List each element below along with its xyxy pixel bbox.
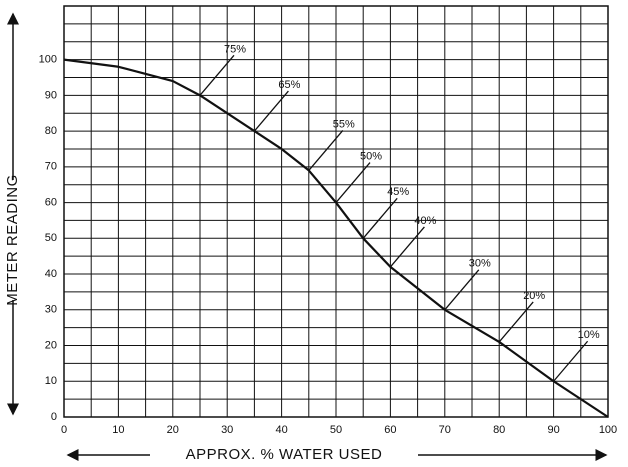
leader-line <box>308 129 344 171</box>
annotation: 40% <box>414 215 436 227</box>
annotation: 45% <box>387 186 409 198</box>
y-tick-label: 0 <box>51 411 57 423</box>
x-axis-title: APPROX. % WATER USED <box>186 446 383 463</box>
y-tick-label: 100 <box>39 54 57 66</box>
x-tick-label: 50 <box>330 424 342 436</box>
x-tick-label: 100 <box>599 424 617 436</box>
data-line <box>63 58 609 418</box>
y-tick-label: 10 <box>45 375 57 387</box>
y-tick-label: 80 <box>45 125 57 137</box>
plot-frame <box>63 5 609 418</box>
y-tick-label: 20 <box>45 339 57 351</box>
y-tick-label: 90 <box>45 89 57 101</box>
leader-line <box>553 340 589 382</box>
x-tick-label: 80 <box>493 424 505 436</box>
leader-line <box>199 54 235 96</box>
leader-line <box>498 301 534 343</box>
annotation: 55% <box>333 118 355 130</box>
x-tick-label: 30 <box>221 424 233 436</box>
annotation: 10% <box>578 329 600 341</box>
annotation: 50% <box>360 150 382 162</box>
x-tick-label: 60 <box>384 424 396 436</box>
x-tick-label: 40 <box>275 424 287 436</box>
x-tick-label: 0 <box>61 424 67 436</box>
leader-line <box>253 90 289 132</box>
annotation: 65% <box>278 79 300 91</box>
y-tick-label: 70 <box>45 161 57 173</box>
y-tick-label: 30 <box>45 304 57 316</box>
leader-line <box>335 162 371 203</box>
annotation: 75% <box>224 43 246 55</box>
leader-line <box>389 226 425 268</box>
leader-line <box>362 197 398 239</box>
annotation: 30% <box>469 258 491 270</box>
x-tick-label: 20 <box>167 424 179 436</box>
y-tick-label: 40 <box>45 268 57 280</box>
x-tick-label: 90 <box>547 424 559 436</box>
x-tick-label: 70 <box>439 424 451 436</box>
y-tick-label: 50 <box>45 232 57 244</box>
y-axis-title: METER READING <box>4 174 21 306</box>
y-tick-label: 60 <box>45 196 57 208</box>
annotation: 20% <box>523 290 545 302</box>
x-tick-label: 10 <box>112 424 124 436</box>
leader-line <box>444 269 480 311</box>
